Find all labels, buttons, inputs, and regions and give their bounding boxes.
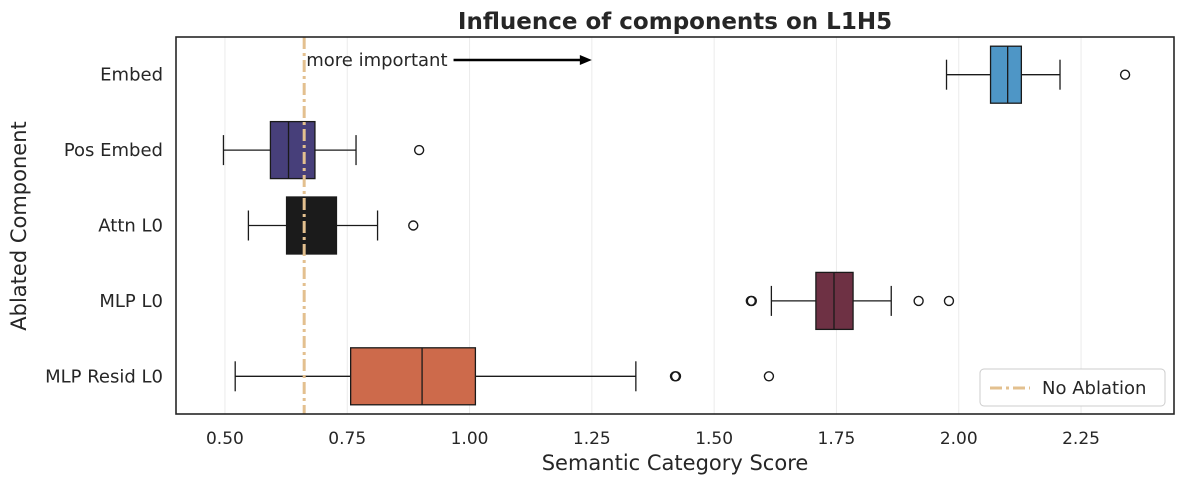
annotation-arrow xyxy=(453,55,592,65)
legend-label: No Ablation xyxy=(1042,378,1146,399)
outlier-point xyxy=(746,295,758,307)
x-tick-label: 0.75 xyxy=(328,429,366,449)
y-axis-label: Ablated Component xyxy=(7,121,31,330)
outlier-point xyxy=(913,295,924,307)
arrow-head xyxy=(579,55,592,65)
outlier-point xyxy=(1119,69,1131,80)
y-tick-label: MLP L0 xyxy=(99,291,163,312)
box-group xyxy=(222,45,1131,406)
outlier-point xyxy=(763,371,775,382)
box-iqr xyxy=(285,196,338,255)
x-tick-label: 2.25 xyxy=(1062,429,1100,449)
x-tick-label: 2.00 xyxy=(940,429,978,449)
outlier-point xyxy=(670,371,682,382)
box-iqr xyxy=(989,45,1023,104)
y-tick-label: Embed xyxy=(100,65,163,86)
x-tick-labels: 0.50 0.75 1.00 1.25 1.50 1.75 2.00 2.25 xyxy=(206,429,1100,449)
chart-title: Influence of components on L1H5 xyxy=(458,9,892,35)
box-iqr xyxy=(269,120,316,180)
annotation-text: more important xyxy=(306,50,447,71)
outlier-point xyxy=(413,144,425,156)
outlier-point xyxy=(408,220,419,231)
box-embed xyxy=(945,45,1131,104)
x-tick-label: 0.50 xyxy=(206,429,244,449)
legend-frame xyxy=(979,368,1166,407)
y-tick-label: Pos Embed xyxy=(64,140,163,161)
box-mlp-l0 xyxy=(745,271,955,331)
box-iqr xyxy=(349,347,477,406)
box-mlp-resid-l0 xyxy=(234,347,775,406)
y-tick-label: MLP Resid L0 xyxy=(45,366,163,387)
x-tick-label: 1.00 xyxy=(451,429,489,449)
box-pos-embed xyxy=(222,120,425,180)
x-tick-label: 1.50 xyxy=(695,429,733,449)
outlier-point xyxy=(943,295,955,307)
plot-frame xyxy=(175,36,1175,415)
x-tick-label: 1.25 xyxy=(573,429,611,449)
y-tick-labels: Embed Pos Embed Attn L0 MLP L0 MLP Resid L0 xyxy=(45,65,163,388)
legend: No Ablation xyxy=(979,368,1166,407)
x-tick-label: 1.75 xyxy=(818,429,856,449)
y-tick-label: Attn L0 xyxy=(98,216,163,237)
x-axis-label: Semantic Category Score xyxy=(542,451,809,475)
